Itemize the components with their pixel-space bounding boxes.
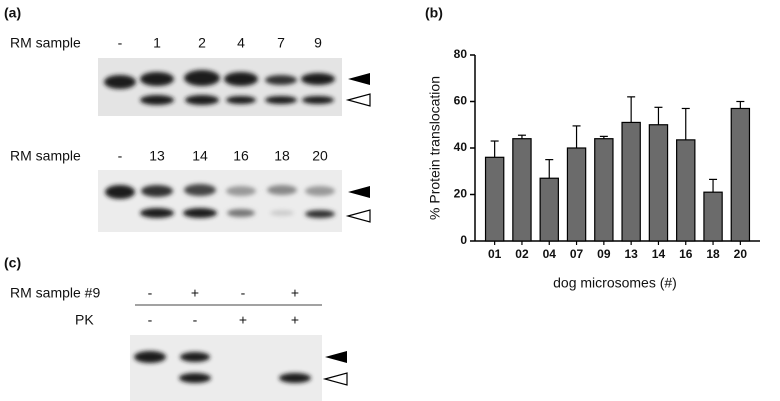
x-tick-label: 13	[624, 247, 638, 261]
lane-label: -	[118, 148, 123, 164]
y-tick-label: 40	[454, 140, 468, 154]
x-tick-label: 09	[597, 247, 611, 261]
gel	[130, 335, 348, 401]
bar	[594, 138, 614, 242]
bar	[566, 147, 587, 242]
x-tick-label: 18	[706, 247, 720, 261]
row-label: RM sample #9	[10, 285, 100, 301]
lane-label: 18	[274, 148, 290, 164]
lane-label: +	[291, 312, 299, 328]
gel	[98, 58, 371, 116]
panel-label: (b)	[425, 5, 443, 21]
x-tick-label: 04	[543, 247, 557, 261]
bar	[621, 121, 641, 242]
row-label: RM sample	[10, 35, 81, 51]
x-tick-label: 07	[570, 247, 584, 261]
lane-label: 14	[192, 148, 208, 164]
x-tick-label: 14	[652, 247, 666, 261]
y-axis-label: % Protein translocation	[427, 76, 443, 220]
gel	[98, 170, 371, 232]
lane-label: 1	[153, 35, 161, 51]
bar	[512, 138, 532, 242]
panel-label: (a)	[4, 5, 21, 21]
lane-label: 13	[149, 148, 165, 164]
lane-label: 4	[237, 35, 245, 51]
x-tick-label: 01	[488, 247, 502, 261]
bar	[539, 177, 559, 242]
y-tick-label: 20	[454, 187, 468, 201]
lane-label: -	[148, 285, 153, 301]
panel-label: (c)	[4, 255, 21, 271]
x-tick-label: 16	[679, 247, 693, 261]
lane-label: -	[241, 285, 246, 301]
lane-label: +	[239, 312, 247, 328]
bar	[648, 124, 669, 242]
lane-label: 16	[233, 148, 249, 164]
bar	[730, 107, 751, 242]
x-tick-label: 20	[734, 247, 748, 261]
row-label: PK	[75, 312, 94, 328]
y-tick-label: 80	[454, 47, 468, 61]
y-tick-label: 60	[454, 94, 468, 108]
bar	[676, 139, 696, 242]
lane-label: 9	[314, 35, 322, 51]
lane-label: +	[191, 285, 199, 301]
lane-label: +	[291, 285, 299, 301]
lane-label: 2	[198, 35, 206, 51]
x-tick-label: 02	[515, 247, 529, 261]
lane-label: -	[148, 312, 153, 328]
row-label: RM sample	[10, 148, 81, 164]
lane-label: 7	[277, 35, 285, 51]
y-tick-label: 0	[460, 233, 467, 247]
lane-label: -	[193, 312, 198, 328]
bar	[703, 191, 723, 242]
bar	[484, 156, 505, 242]
lane-label: 20	[312, 148, 328, 164]
lane-label: -	[118, 35, 123, 51]
x-axis-label: dog microsomes (#)	[553, 275, 677, 291]
